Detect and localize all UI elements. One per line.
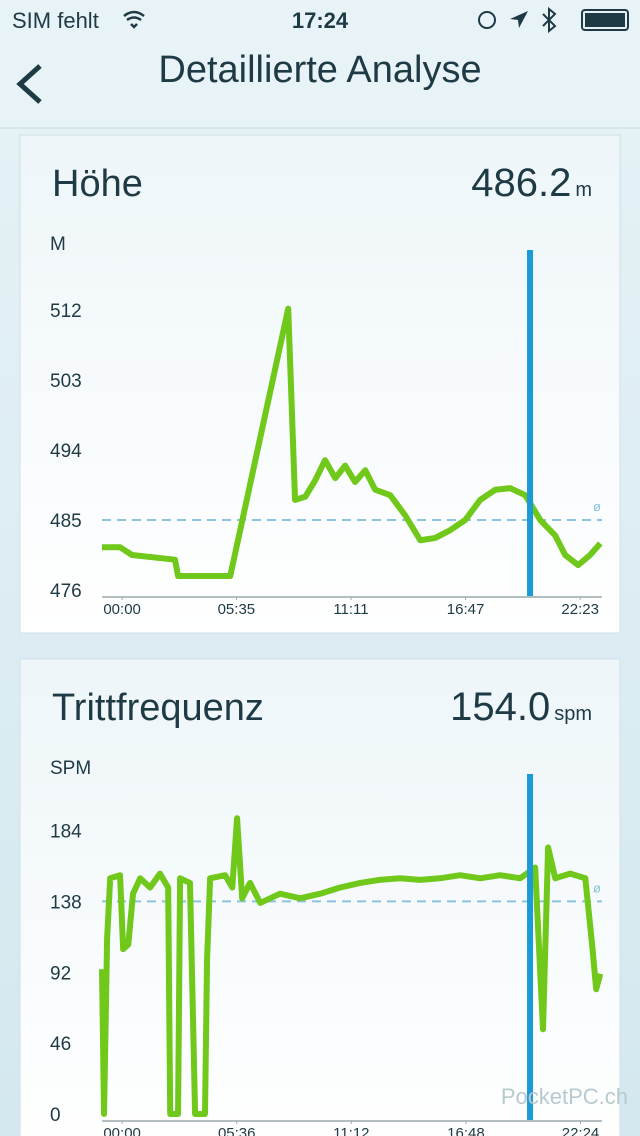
x-tick-label: 22:23 bbox=[561, 601, 599, 618]
y-tick-label: 92 bbox=[50, 963, 71, 984]
y-tick-label: 503 bbox=[50, 371, 82, 392]
readout: 486.2 bbox=[471, 161, 571, 205]
battery-level bbox=[585, 13, 625, 27]
card-title: Höhe bbox=[52, 163, 143, 205]
y-axis-label: M bbox=[50, 234, 66, 255]
page-title: Detaillierte Analyse bbox=[158, 49, 481, 91]
x-tick-label: 22:24 bbox=[562, 1125, 600, 1136]
readout-unit: spm bbox=[554, 703, 592, 725]
data-line bbox=[102, 305, 603, 580]
lock-icon bbox=[478, 11, 496, 29]
x-tick-label: 05:35 bbox=[218, 601, 256, 618]
x-tick-label: 16:47 bbox=[447, 601, 485, 618]
carrier: SIM fehlt bbox=[12, 8, 99, 33]
y-tick-label: 138 bbox=[50, 892, 82, 913]
watermark: PocketPC.ch bbox=[501, 1084, 628, 1109]
average-symbol: ø bbox=[593, 499, 601, 514]
x-tick-label: 11:12 bbox=[333, 1125, 369, 1136]
y-axis-label: SPM bbox=[50, 758, 91, 779]
x-tick-label: 16:48 bbox=[447, 1125, 485, 1136]
position-marker bbox=[527, 774, 534, 1120]
y-tick-label: 485 bbox=[50, 511, 82, 532]
x-tick-label: 05:36 bbox=[218, 1125, 256, 1136]
position-marker bbox=[527, 250, 534, 596]
average-symbol: ø bbox=[593, 880, 601, 895]
card-title: Trittfrequenz bbox=[52, 687, 264, 729]
y-tick-label: 476 bbox=[50, 581, 82, 602]
x-tick-label: 00:00 bbox=[103, 601, 141, 618]
y-tick-label: 512 bbox=[50, 301, 82, 322]
y-tick-label: 494 bbox=[50, 441, 82, 462]
clock: 17:24 bbox=[292, 8, 349, 33]
y-tick-label: 184 bbox=[50, 822, 82, 843]
battery-icon bbox=[581, 9, 629, 31]
data-line bbox=[99, 815, 604, 1117]
wifi-icon bbox=[123, 10, 145, 29]
readout: 154.0 bbox=[450, 685, 550, 729]
x-tick-label: 00:00 bbox=[103, 1125, 141, 1136]
nav-bar bbox=[0, 0, 640, 128]
location-icon bbox=[510, 11, 528, 28]
y-tick-label: 46 bbox=[50, 1034, 71, 1055]
bluetooth-icon bbox=[542, 6, 557, 34]
readout-unit: m bbox=[575, 179, 592, 201]
y-tick-label: 0 bbox=[50, 1105, 61, 1126]
back-button[interactable] bbox=[16, 64, 42, 104]
x-tick-label: 11:11 bbox=[333, 601, 368, 618]
